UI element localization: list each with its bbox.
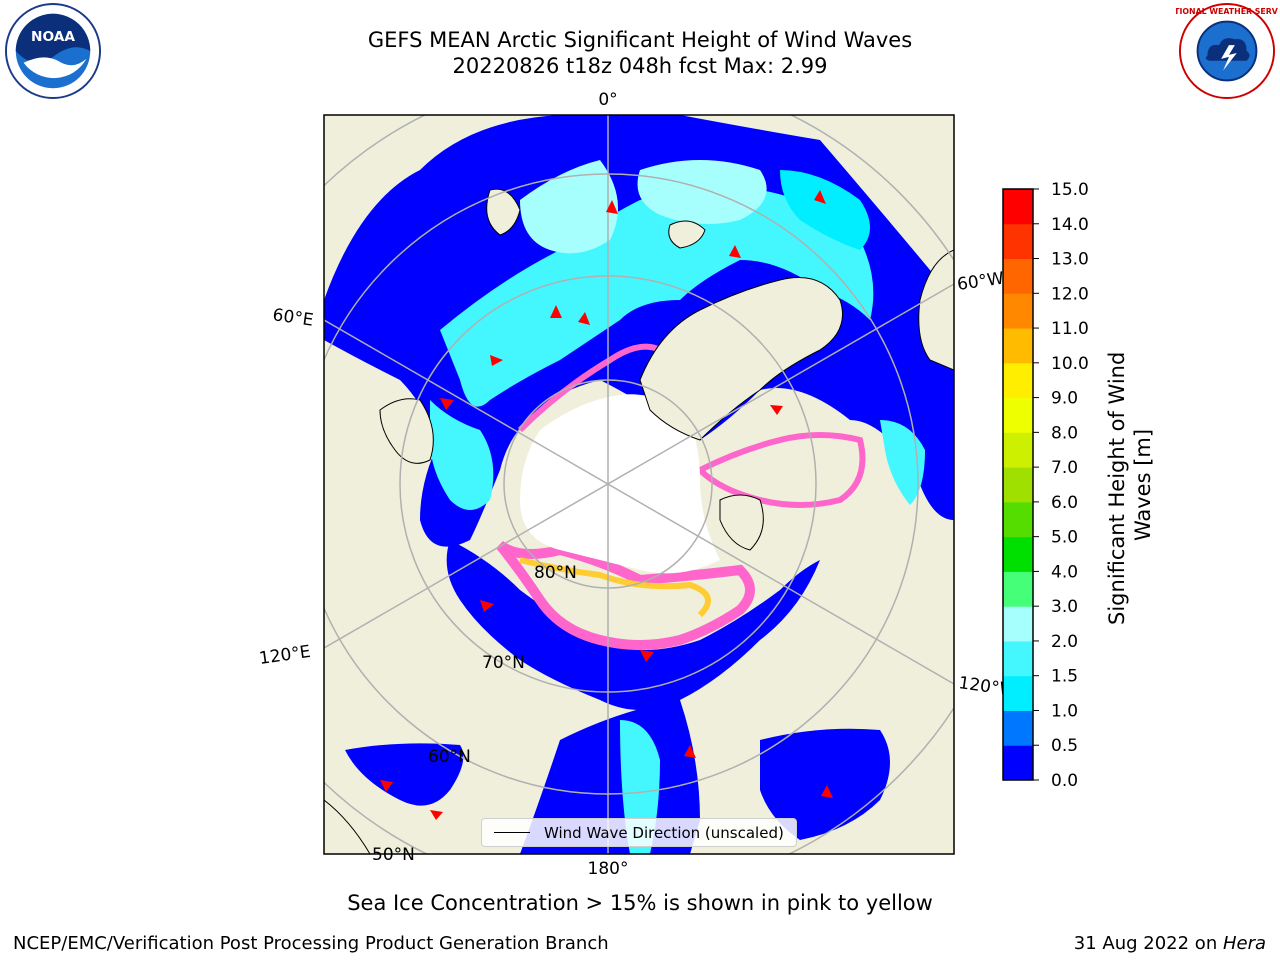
footer-date-text: 31 Aug 2022 on (1073, 933, 1223, 954)
colorbar-bin (1003, 189, 1033, 225)
svg-text:NOAA: NOAA (31, 29, 75, 45)
colorbar-tick-label: 6.0 (1051, 493, 1078, 513)
colorbar-bin (1003, 223, 1033, 260)
footer-date: 31 Aug 2022 on Hera (1074, 933, 1266, 954)
lat-label-80: 80°N (534, 563, 577, 583)
noaa-logo-icon: NOAA (4, 2, 102, 100)
colorbar-tick-label: 1.5 (1051, 667, 1078, 687)
colorbar-title-line2: Waves [m] (1131, 429, 1155, 541)
nws-logo-text: NATIONAL WEATHER SERVICE (1176, 7, 1278, 16)
colorbar-tick-label: 0.5 (1051, 736, 1078, 756)
colorbar-bin (1003, 432, 1033, 468)
colorbar-tick-label: 14.0 (1051, 215, 1089, 235)
map-frame (323, 114, 955, 855)
colorbar-bin (1003, 362, 1033, 399)
lon-label-left-lower: 120°E (258, 642, 312, 669)
colorbar-bin (1003, 571, 1033, 607)
footer-host: Hera (1222, 933, 1266, 954)
footer-credit: NCEP/EMC/Verification Post Processing Pr… (13, 933, 609, 954)
colorbar-tick-label: 10.0 (1051, 354, 1089, 374)
land-masses (324, 188, 954, 854)
colorbar-tick-label: 11.0 (1051, 319, 1089, 339)
colorbar-bin (1003, 397, 1033, 433)
colorbar-bin (1003, 536, 1033, 572)
colorbar-bin (1003, 328, 1033, 364)
colorbar-bin (1003, 675, 1033, 711)
colorbar-title: Significant Height of Wind Waves [m] (1105, 345, 1155, 625)
colorbar-tick-label: 4.0 (1051, 562, 1078, 582)
nws-logo-icon: NATIONAL WEATHER SERVICE (1176, 2, 1278, 100)
legend-label: Wind Wave Direction (unscaled) (544, 823, 784, 842)
colorbar-bin (1003, 745, 1033, 781)
legend-line-icon (494, 832, 530, 833)
colorbar-tick-label: 1.0 (1051, 701, 1078, 721)
colorbar (1003, 189, 1033, 781)
chart-subtitle: 20220826 t18z 048h fcst Max: 2.99 (452, 54, 828, 78)
colorbar-tick-label: 3.0 (1051, 597, 1078, 617)
colorbar-bin (1003, 710, 1033, 746)
no-data-pole-region (520, 394, 720, 574)
colorbar-bin (1003, 293, 1033, 329)
colorbar-tick-label: 5.0 (1051, 528, 1078, 548)
wind-direction-arrows (380, 190, 833, 820)
colorbar-tick-label: 2.0 (1051, 632, 1078, 652)
colorbar-bin (1003, 258, 1033, 294)
colorbar-frame (1002, 188, 1034, 781)
colorbar-bin (1003, 501, 1033, 538)
colorbar-tick-label: 9.0 (1051, 389, 1078, 409)
lat-label-70: 70°N (482, 653, 525, 673)
map-legend: Wind Wave Direction (unscaled) (481, 818, 797, 847)
lon-label-right-upper: 60°W (956, 269, 1005, 295)
colorbar-tick-label: 15.0 (1051, 180, 1089, 200)
colorbar-tick-label: 7.0 (1051, 458, 1078, 478)
lat-label-50: 50°N (372, 845, 415, 865)
chart-title: GEFS MEAN Arctic Significant Height of W… (367, 28, 913, 52)
colorbar-title-line1: Significant Height of Wind (1105, 352, 1129, 625)
graticule (324, 115, 954, 854)
colorbar-tick-label: 12.0 (1051, 284, 1089, 304)
lon-label-left-upper: 60°E (271, 305, 314, 330)
colorbar-tick-label: 8.0 (1051, 423, 1078, 443)
colorbar-bin (1003, 640, 1033, 677)
lat-label-60: 60°N (428, 747, 471, 767)
colorbar-bin (1003, 467, 1033, 503)
sea-ice-note: Sea Ice Concentration > 15% is shown in … (347, 891, 933, 915)
colorbar-tick-label: 0.0 (1051, 771, 1078, 791)
colorbar-bin (1003, 606, 1033, 642)
colorbar-tick-label: 13.0 (1051, 250, 1089, 270)
lon-label-top: 0° (598, 90, 617, 110)
colorbar-ticks: 0.0 0.5 1.0 1.5 2.0 3.0 4.0 5.0 6.0 7.0 8.0 9.0 10.0… (1033, 180, 1089, 791)
lon-label-bottom: 180° (588, 859, 629, 879)
